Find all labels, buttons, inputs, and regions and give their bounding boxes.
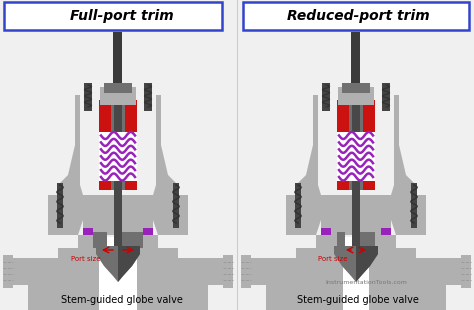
Bar	[461, 255, 471, 288]
Bar	[144, 83, 152, 111]
Bar	[446, 258, 471, 285]
Bar	[100, 87, 136, 105]
Bar	[343, 237, 369, 310]
Text: Stem-guided globe valve: Stem-guided globe valve	[297, 295, 419, 305]
Bar	[208, 258, 233, 285]
Bar	[411, 183, 417, 228]
Bar	[114, 195, 122, 246]
FancyBboxPatch shape	[4, 2, 222, 30]
Bar	[99, 100, 111, 131]
Bar	[3, 258, 28, 285]
Bar	[93, 232, 107, 248]
Bar	[337, 232, 345, 248]
Polygon shape	[391, 195, 426, 235]
Bar	[223, 255, 233, 288]
Polygon shape	[286, 195, 321, 235]
Polygon shape	[318, 95, 394, 195]
Bar	[321, 195, 391, 235]
Bar	[338, 87, 374, 105]
Bar	[84, 83, 92, 111]
Bar	[135, 232, 143, 248]
Bar	[337, 181, 349, 190]
Polygon shape	[118, 246, 140, 282]
Polygon shape	[356, 246, 378, 282]
Bar	[359, 232, 375, 248]
Bar	[363, 181, 375, 190]
Bar	[104, 83, 132, 93]
Text: Reduced-port trim: Reduced-port trim	[287, 9, 429, 23]
Polygon shape	[266, 235, 343, 310]
Bar	[99, 131, 137, 181]
Bar	[3, 255, 13, 288]
Text: Port size: Port size	[318, 256, 348, 262]
Bar	[173, 183, 179, 228]
Bar	[337, 232, 345, 248]
Bar	[125, 100, 137, 131]
Polygon shape	[334, 246, 378, 282]
Text: Port size: Port size	[71, 256, 101, 262]
Bar	[352, 195, 360, 246]
Bar	[57, 183, 63, 228]
Bar	[99, 181, 111, 190]
Polygon shape	[58, 95, 178, 195]
Polygon shape	[369, 235, 446, 310]
Bar	[111, 100, 125, 190]
Bar	[99, 237, 137, 310]
Bar	[321, 228, 331, 235]
Bar	[125, 181, 137, 190]
Bar	[322, 83, 330, 111]
Bar	[349, 100, 363, 190]
Bar	[337, 100, 349, 131]
Polygon shape	[28, 235, 99, 310]
Polygon shape	[48, 195, 83, 235]
Bar	[342, 83, 370, 93]
Bar	[352, 32, 361, 95]
Text: Stem-guided globe valve: Stem-guided globe valve	[61, 295, 183, 305]
Bar	[367, 232, 375, 248]
Bar	[114, 95, 122, 195]
Bar	[382, 83, 390, 111]
Polygon shape	[80, 95, 156, 195]
Polygon shape	[153, 195, 188, 235]
Bar	[352, 95, 360, 195]
Bar	[337, 131, 375, 181]
Bar	[93, 232, 101, 248]
Text: Full-port trim: Full-port trim	[70, 9, 174, 23]
Bar	[121, 232, 143, 248]
Bar	[143, 228, 153, 235]
Text: InstrumentationTools.com: InstrumentationTools.com	[325, 281, 407, 286]
Bar	[241, 255, 251, 288]
Bar	[113, 32, 122, 95]
Bar	[363, 100, 375, 131]
Bar	[381, 228, 391, 235]
Bar	[241, 258, 266, 285]
Bar	[295, 183, 301, 228]
Bar	[83, 195, 153, 235]
FancyBboxPatch shape	[243, 2, 469, 30]
Polygon shape	[296, 95, 416, 195]
Polygon shape	[96, 246, 140, 282]
Polygon shape	[137, 235, 208, 310]
Bar	[83, 228, 93, 235]
